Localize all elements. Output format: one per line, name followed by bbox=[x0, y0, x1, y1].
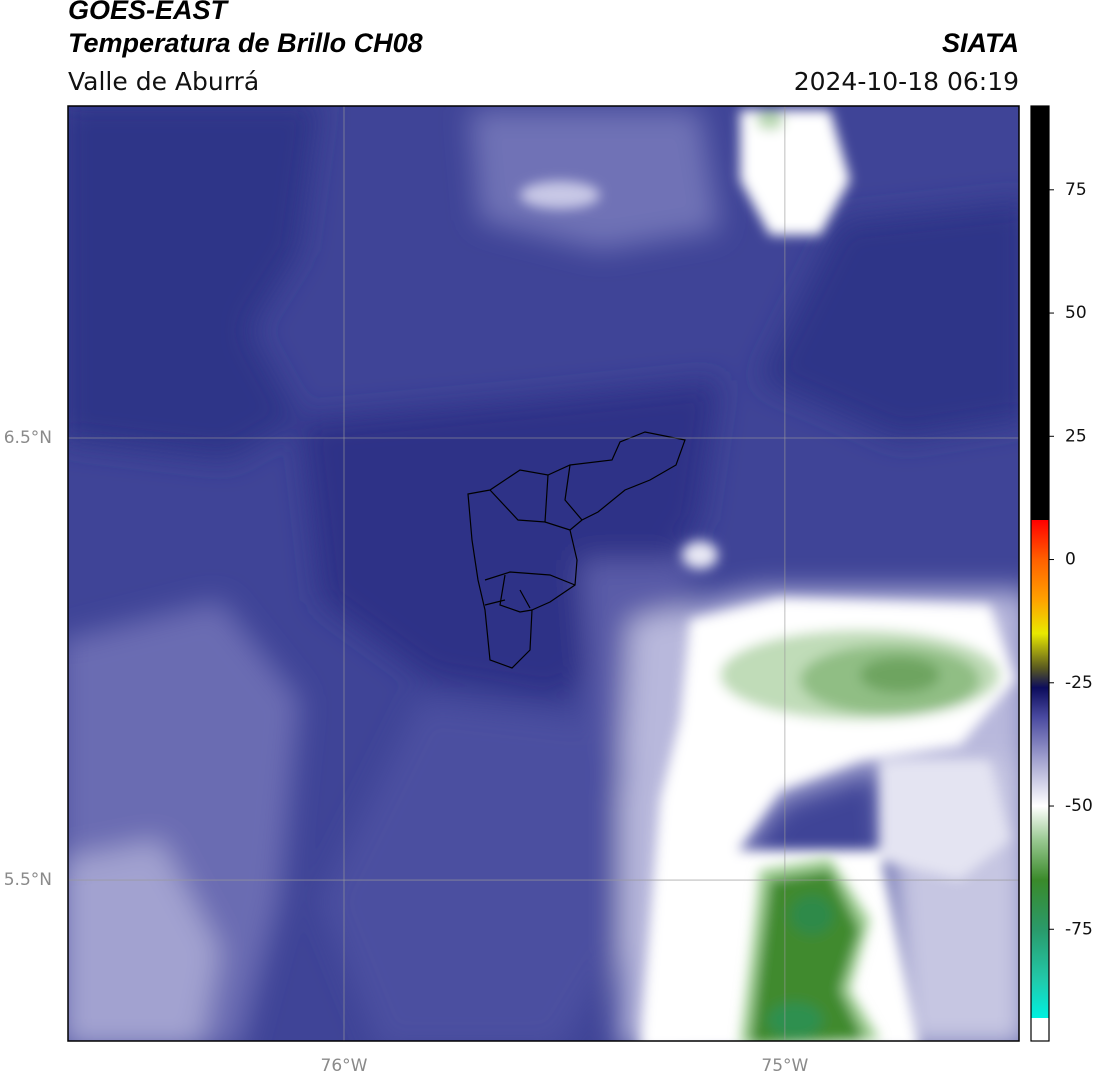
timestamp: 2024-10-18 06:19 bbox=[794, 67, 1019, 96]
colorbar: 75 50 25 0 -25 -50 -75 bbox=[1030, 105, 1093, 1042]
colorbar-frame bbox=[1030, 105, 1050, 1042]
colorbar-tick-label: 50 bbox=[1065, 303, 1087, 323]
colorbar-tick-label: 0 bbox=[1065, 550, 1076, 570]
colorbar-tick-label: 25 bbox=[1065, 426, 1087, 446]
graticule: 6.5°N 5.5°N 76°W 75°W bbox=[4, 106, 1019, 1076]
lon-label: 76°W bbox=[321, 1056, 368, 1076]
colorbar-under bbox=[1031, 1018, 1049, 1041]
colorbar-tick-label: -50 bbox=[1065, 796, 1093, 816]
municipal-outline bbox=[467, 431, 686, 669]
lat-label: 5.5°N bbox=[4, 870, 52, 890]
colorbar-tick-label: -25 bbox=[1065, 673, 1093, 693]
lat-label: 6.5°N bbox=[4, 428, 52, 448]
colorbar-tick-label: -75 bbox=[1065, 919, 1093, 939]
title: GOES-EAST bbox=[68, 0, 230, 25]
lon-label: 75°W bbox=[761, 1056, 808, 1076]
region: Valle de Aburrá bbox=[68, 67, 259, 96]
subtitle: Temperatura de Brillo CH08 bbox=[68, 28, 423, 58]
source: SIATA bbox=[942, 28, 1019, 58]
colorbar-gradient bbox=[1031, 106, 1049, 1018]
map-frame bbox=[67, 105, 1020, 1042]
colorbar-tick-label: 75 bbox=[1065, 180, 1087, 200]
satellite-image bbox=[68, 106, 1019, 1041]
